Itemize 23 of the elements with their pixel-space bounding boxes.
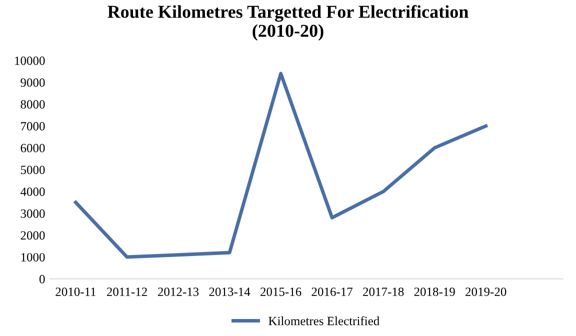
legend-label: Kilometres Electrified xyxy=(268,316,380,326)
y-tick-label: 3000 xyxy=(20,209,45,218)
y-tick-label: 8000 xyxy=(20,100,45,109)
x-tick-label: 2011-12 xyxy=(106,288,147,296)
line-series xyxy=(74,72,488,259)
y-tick-label: 2000 xyxy=(20,231,45,240)
y-tick-label: 6000 xyxy=(20,144,45,152)
y-tick-label: 7000 xyxy=(21,122,45,130)
y-tick-label: 0 xyxy=(39,274,45,284)
y-tick-label: 10000 xyxy=(15,56,45,65)
x-tick-label: 2019-20 xyxy=(466,288,506,296)
x-tick-label: 2012-13 xyxy=(158,288,199,296)
x-tick-label: 2010-11 xyxy=(56,288,96,296)
y-tick-label: 5000 xyxy=(20,166,45,174)
y-tick-label: 1000 xyxy=(21,253,45,262)
x-tick-label: 2013-14 xyxy=(209,288,250,296)
x-tick-label: 2018-19 xyxy=(414,288,455,296)
y-tick-label: 4000 xyxy=(20,188,45,196)
x-tick-label: 2016-17 xyxy=(312,288,353,296)
chart-title: Route Kilometres Targetted For Electrification (2010-20) xyxy=(108,5,468,41)
x-tick-label: 2015-16 xyxy=(260,288,302,296)
y-tick-label: 9000 xyxy=(20,78,45,87)
x-tick-label: 2017-18 xyxy=(363,288,404,296)
